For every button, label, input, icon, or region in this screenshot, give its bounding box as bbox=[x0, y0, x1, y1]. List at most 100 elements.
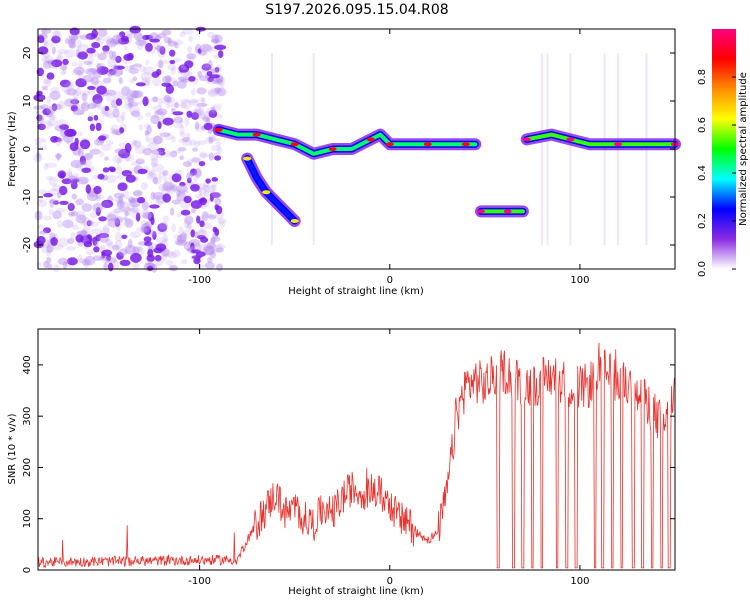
noise-speck bbox=[190, 242, 195, 252]
noise-speck bbox=[128, 67, 139, 75]
noise-speck bbox=[165, 150, 171, 158]
noise-speck bbox=[90, 221, 100, 227]
noise-speck bbox=[72, 97, 79, 107]
noise-speck bbox=[143, 226, 152, 235]
noise-speck bbox=[80, 221, 88, 226]
noise-speck bbox=[124, 210, 129, 217]
noise-speck bbox=[132, 246, 140, 255]
noise-speck bbox=[171, 184, 178, 192]
noise-speck bbox=[130, 252, 142, 263]
noise-speck bbox=[119, 127, 125, 134]
noise-speck bbox=[196, 87, 207, 95]
noise-speck bbox=[144, 131, 150, 141]
noise-speck bbox=[160, 112, 166, 118]
y-tick-label: 300 bbox=[22, 407, 33, 426]
noise-speck bbox=[102, 45, 110, 52]
noise-speck bbox=[46, 244, 54, 253]
snr-y-label: SNR (10 * v/v) bbox=[7, 413, 18, 484]
noise-speck bbox=[52, 184, 61, 192]
noise-speck bbox=[191, 249, 201, 254]
noise-speck bbox=[207, 31, 215, 38]
noise-speck bbox=[169, 181, 174, 192]
noise-speck bbox=[212, 226, 218, 233]
noise-speck bbox=[214, 204, 220, 211]
noise-speck bbox=[145, 42, 153, 52]
noise-speck bbox=[153, 41, 163, 50]
colorbar-tick-label: 0.6 bbox=[697, 117, 708, 133]
noise-speck bbox=[161, 82, 172, 87]
noise-speck bbox=[75, 86, 82, 97]
noise-speck bbox=[149, 38, 160, 43]
noise-speck bbox=[187, 221, 192, 230]
noise-speck bbox=[37, 35, 45, 44]
noise-speck bbox=[46, 249, 51, 257]
noise-speck bbox=[97, 245, 107, 250]
noise-speck bbox=[42, 108, 52, 116]
noise-speck bbox=[98, 233, 110, 243]
noise-speck bbox=[134, 31, 143, 41]
noise-speck bbox=[197, 244, 202, 253]
noise-speck bbox=[181, 189, 190, 195]
noise-speck bbox=[96, 63, 101, 71]
noise-speck bbox=[183, 218, 190, 229]
noise-speck bbox=[124, 103, 133, 110]
noise-speck bbox=[123, 45, 128, 51]
noise-speck bbox=[171, 136, 176, 143]
noise-speck bbox=[178, 77, 187, 84]
noise-speck bbox=[169, 49, 176, 57]
noise-speck bbox=[75, 177, 82, 182]
noise-speck bbox=[166, 97, 172, 104]
noise-speck bbox=[161, 29, 172, 36]
noise-speck bbox=[169, 207, 175, 216]
noise-speck bbox=[140, 226, 148, 234]
noise-speck bbox=[67, 168, 73, 177]
noise-speck bbox=[79, 34, 92, 40]
noise-speck bbox=[179, 102, 188, 109]
noise-speck bbox=[164, 133, 174, 140]
noise-speck bbox=[146, 172, 158, 181]
noise-speck bbox=[85, 184, 92, 194]
noise-speck bbox=[102, 224, 110, 235]
noise-speck bbox=[153, 135, 162, 146]
noise-speck bbox=[178, 188, 186, 196]
noise-speck bbox=[106, 241, 114, 249]
noise-speck bbox=[118, 77, 123, 84]
x-tick-label: 0 bbox=[387, 576, 393, 587]
noise-speck bbox=[96, 66, 109, 75]
noise-speck bbox=[57, 191, 62, 199]
noise-speck bbox=[194, 105, 202, 115]
noise-speck bbox=[189, 98, 199, 104]
noise-speck bbox=[107, 58, 116, 68]
noise-speck bbox=[211, 191, 222, 199]
noise-speck bbox=[199, 197, 207, 206]
noise-speck bbox=[127, 94, 134, 101]
noise-speck bbox=[211, 184, 217, 193]
noise-speck bbox=[43, 227, 51, 234]
noise-speck bbox=[115, 98, 123, 106]
noise-speck bbox=[77, 176, 89, 185]
noise-speck bbox=[71, 193, 78, 200]
track-hotspot bbox=[522, 137, 531, 142]
noise-speck bbox=[157, 223, 167, 233]
colorbar-label: Normalized spectral amplitude bbox=[738, 72, 749, 226]
noise-speck bbox=[75, 78, 87, 88]
noise-speck bbox=[72, 89, 79, 99]
noise-speck bbox=[214, 155, 222, 161]
noise-speck bbox=[85, 249, 94, 256]
noise-speck bbox=[77, 147, 84, 158]
noise-speck bbox=[153, 176, 158, 185]
noise-speck bbox=[44, 42, 55, 47]
y-tick-label: -10 bbox=[22, 189, 33, 205]
noise-speck bbox=[93, 255, 102, 261]
snr-x-label: Height of straight line (km) bbox=[288, 586, 424, 597]
noise-speck bbox=[111, 129, 121, 136]
noise-speck bbox=[206, 71, 213, 77]
noise-speck bbox=[198, 161, 206, 167]
noise-speck bbox=[90, 100, 99, 108]
noise-speck bbox=[118, 142, 127, 148]
noise-speck bbox=[191, 112, 199, 120]
noise-speck bbox=[208, 136, 214, 144]
noise-speck bbox=[47, 119, 58, 127]
noise-speck bbox=[137, 168, 148, 175]
